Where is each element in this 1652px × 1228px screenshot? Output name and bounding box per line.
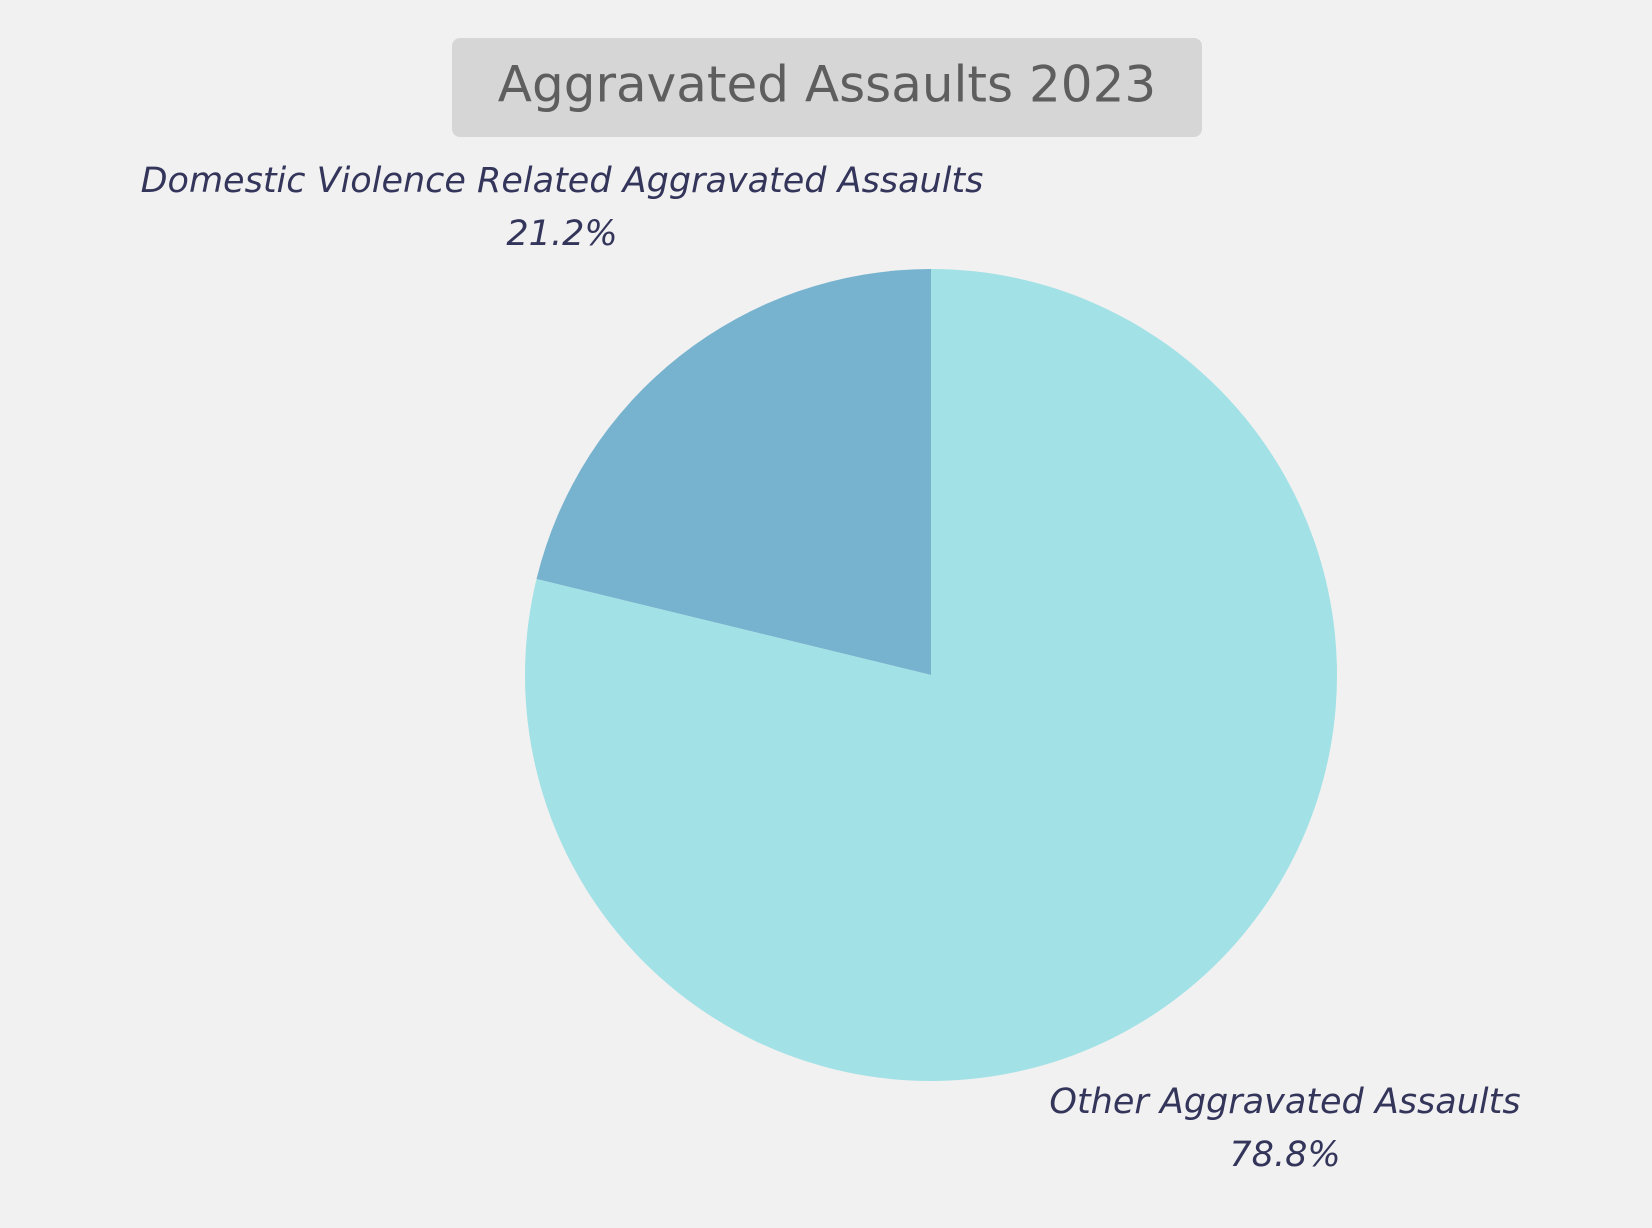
- pie-slice: [536, 269, 931, 675]
- pie-slice: [524, 268, 1337, 1081]
- slice-value-label: 21.2%: [506, 214, 617, 254]
- slice-label: Other Aggravated Assaults: [1049, 1082, 1520, 1122]
- slice-label: Domestic Violence Related Aggravated Ass…: [141, 161, 984, 201]
- chart-title: Aggravated Assaults 2023: [498, 56, 1156, 114]
- slice-value-label: 78.8%: [1229, 1135, 1340, 1175]
- title-box: [452, 38, 1202, 137]
